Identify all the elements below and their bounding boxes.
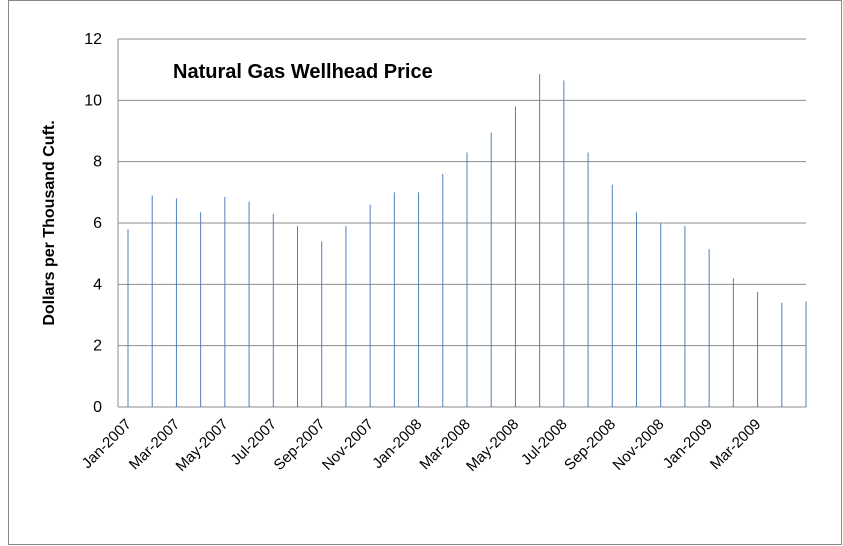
- bar: [127, 229, 129, 407]
- y-axis-label: Dollars per Thousand Cuft.: [41, 120, 58, 325]
- bar: [732, 278, 734, 407]
- bar: [442, 173, 444, 407]
- bar: [151, 195, 153, 407]
- y-tick-label: 10: [84, 92, 102, 109]
- y-tick-label: 8: [93, 154, 102, 171]
- bar: [297, 226, 298, 407]
- bar: [539, 74, 541, 408]
- bar: [611, 184, 613, 407]
- bar: [708, 249, 710, 407]
- bar: [175, 198, 177, 407]
- bar: [781, 302, 783, 407]
- y-tick-label: 6: [93, 215, 102, 232]
- bar: [321, 241, 323, 407]
- y-tick-label: 2: [93, 338, 102, 355]
- y-tick-label: 12: [84, 31, 102, 48]
- bar: [636, 212, 637, 407]
- bar: [660, 223, 662, 407]
- bar: [272, 213, 274, 407]
- bar: [587, 152, 589, 407]
- bar: [514, 106, 516, 407]
- bar: [345, 226, 347, 407]
- bar: [757, 292, 759, 407]
- bar: [418, 192, 420, 407]
- bar: [200, 212, 202, 407]
- bar: [224, 196, 226, 407]
- bar: [369, 204, 371, 407]
- chart-frame: [8, 0, 842, 545]
- bar: [490, 132, 492, 408]
- bar: [393, 192, 395, 407]
- bar: [684, 226, 686, 407]
- bar: [805, 301, 807, 407]
- bar: [248, 201, 250, 407]
- bar: [563, 80, 565, 408]
- bar: [466, 152, 468, 407]
- chart-title: Natural Gas Wellhead Price: [173, 61, 433, 83]
- y-tick-label: 4: [93, 276, 102, 293]
- y-tick-label: 0: [93, 399, 102, 416]
